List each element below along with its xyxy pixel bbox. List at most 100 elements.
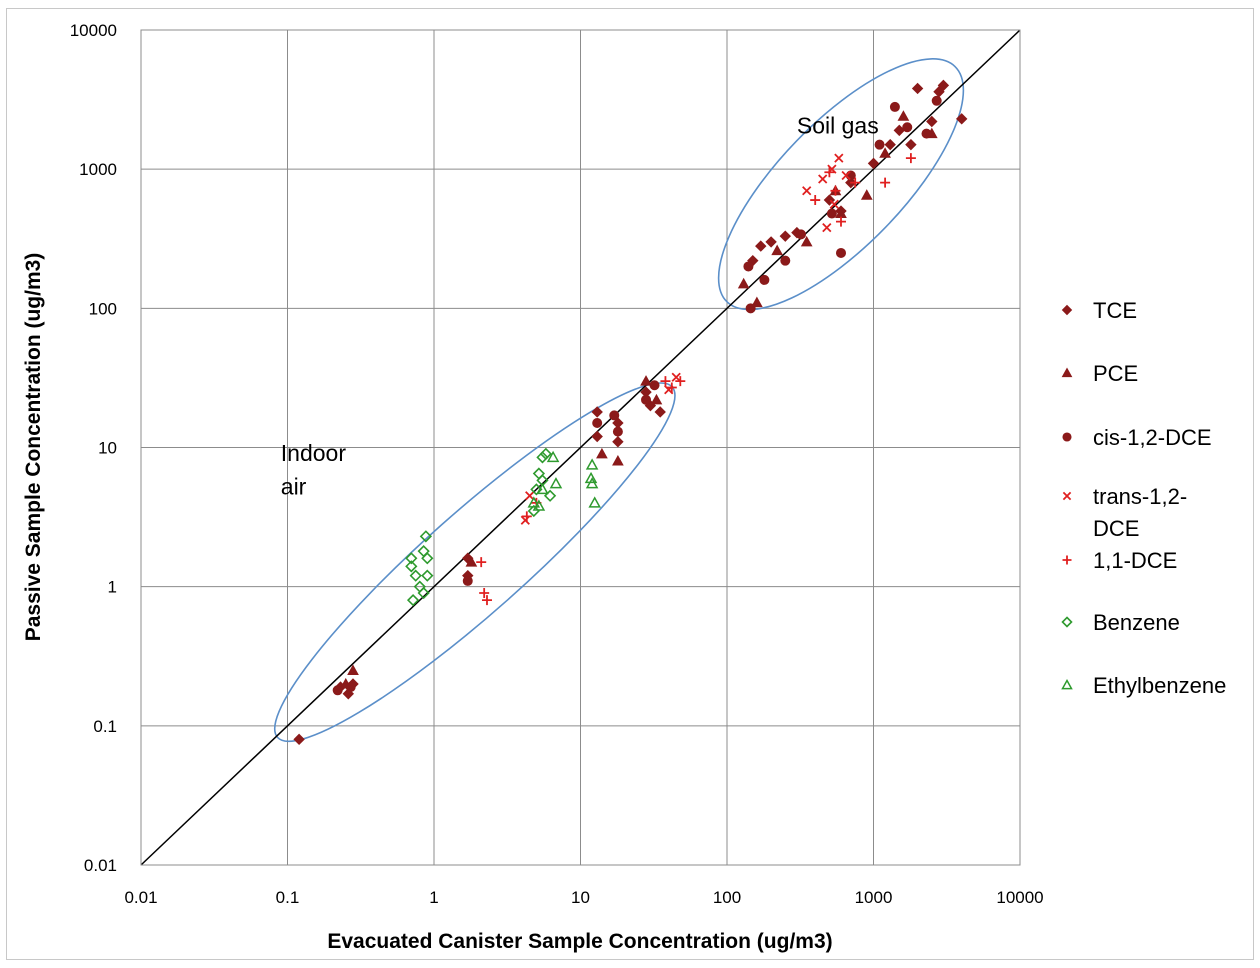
data-point: [884, 138, 896, 151]
data-point: [834, 153, 844, 163]
y-tick-label: 1: [108, 578, 117, 597]
data-point: [347, 664, 359, 675]
data-point: [640, 375, 652, 386]
legend-entry: trans-1,2-DCE: [1093, 484, 1187, 541]
data-point: [525, 491, 535, 501]
data-point: [830, 185, 841, 196]
x-tick-labels: 0.01 0.1 1 10 100 1000 10000: [124, 888, 1043, 907]
data-point: [802, 186, 812, 196]
data-point: [835, 216, 846, 227]
data-point: [405, 560, 418, 573]
series-tce: [293, 79, 968, 746]
data-point: [937, 79, 950, 92]
data-point: [649, 380, 660, 391]
data-point: [826, 208, 837, 219]
x-tick-label: 100: [713, 888, 741, 907]
data-point: [660, 376, 671, 387]
data-point: [549, 477, 563, 489]
data-point: [520, 515, 530, 525]
data-point: [666, 382, 677, 393]
series-cis-1-2-dce: [332, 95, 942, 696]
series-benzene: [405, 447, 557, 607]
x-axis-title: Evacuated Canister Sample Concentration …: [327, 930, 832, 953]
data-point: [585, 477, 599, 489]
x-tick-label: 0.01: [124, 888, 157, 907]
legend-marker: [1062, 432, 1072, 442]
data-point: [780, 255, 791, 266]
data-points: [293, 79, 968, 746]
data-point: [530, 483, 543, 496]
data-point: [584, 471, 598, 484]
y-tick-label: 0.1: [93, 717, 117, 736]
legend-entry: 1,1-DCE: [1093, 548, 1177, 573]
data-point: [481, 595, 492, 606]
data-point: [905, 138, 917, 151]
data-point: [409, 569, 422, 582]
data-point: [332, 685, 343, 696]
data-point: [879, 147, 891, 158]
data-point: [751, 296, 763, 308]
data-point: [671, 372, 681, 382]
data-point: [675, 376, 686, 387]
data-point: [745, 303, 756, 314]
data-point: [406, 594, 420, 607]
data-point: [880, 177, 891, 188]
data-point: [345, 682, 356, 693]
data-point: [532, 467, 546, 480]
legend-marker: [1061, 367, 1073, 378]
data-point: [417, 545, 430, 558]
data-point: [921, 128, 932, 139]
data-point: [476, 557, 487, 568]
data-point: [536, 451, 549, 464]
data-point: [521, 511, 532, 522]
data-point: [771, 244, 784, 256]
data-point: [609, 410, 620, 421]
data-point: [926, 115, 938, 128]
data-point: [596, 447, 608, 459]
ellipse-indoor-air: [273, 382, 676, 743]
data-point: [654, 406, 666, 418]
data-point: [911, 82, 924, 95]
legend-entry: PCE: [1093, 361, 1138, 386]
data-point: [800, 235, 813, 247]
data-point: [591, 406, 603, 418]
data-point: [588, 496, 601, 508]
annotation-label: Indoor: [281, 440, 347, 466]
x-tick-label: 10: [571, 888, 590, 907]
plot-area-border: [140, 29, 1021, 866]
data-point: [867, 157, 880, 170]
legend-entry: cis-1,2-DCE: [1093, 425, 1212, 450]
data-point: [824, 167, 835, 178]
data-point: [835, 247, 846, 258]
x-tick-label: 1000: [855, 888, 893, 907]
legend-entry: TCE: [1093, 298, 1137, 323]
data-point: [955, 113, 968, 125]
data-point: [860, 189, 873, 200]
data-point: [845, 170, 856, 181]
ellipse-soil-gas: [717, 58, 965, 311]
data-point: [527, 496, 541, 508]
data-point: [462, 575, 473, 586]
series-ethylbenzene: [527, 450, 601, 511]
y-tick-label: 100: [89, 299, 117, 318]
x-tick-label: 10000: [996, 888, 1043, 907]
y-tick-label: 10000: [70, 21, 117, 40]
data-point: [897, 110, 910, 121]
data-point: [755, 240, 767, 252]
data-point: [818, 174, 828, 184]
data-point: [293, 733, 305, 746]
data-point: [905, 153, 916, 164]
legend: TCE PCE cis-1,2-DCE trans-1,2-DCE 1,1-DCE Ben…: [1061, 298, 1226, 698]
data-point: [931, 95, 942, 106]
data-point: [810, 195, 821, 206]
data-point: [822, 223, 832, 233]
data-point: [765, 236, 777, 248]
data-point: [641, 394, 652, 405]
data-point: [841, 170, 851, 181]
data-point: [417, 586, 430, 600]
annotation-label: Soil gas: [797, 113, 879, 139]
data-point: [779, 230, 792, 242]
data-point: [585, 458, 599, 470]
series-pce: [339, 110, 938, 689]
